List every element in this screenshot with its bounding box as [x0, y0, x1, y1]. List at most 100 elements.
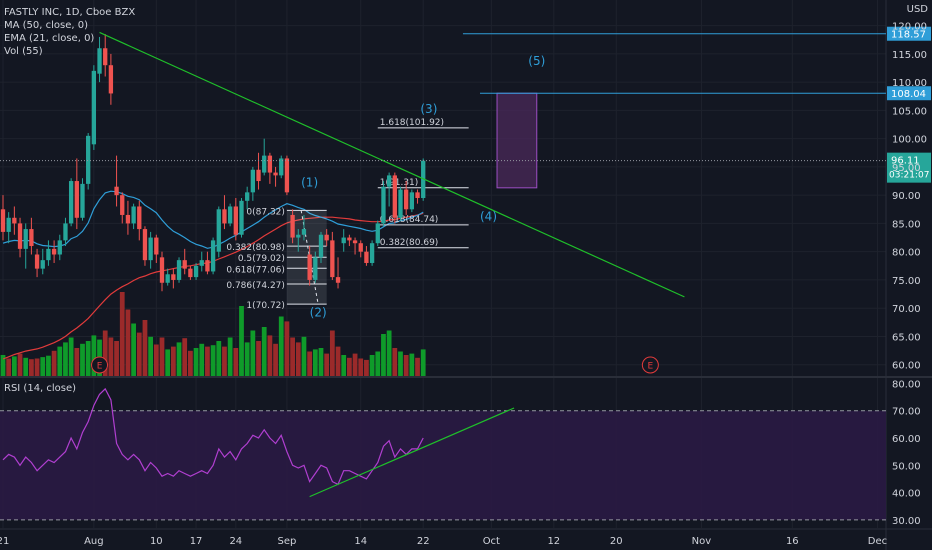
price-axis-tick: 65.00 — [892, 332, 921, 343]
ema21-legend[interactable]: EMA (21, close, 0) — [4, 33, 95, 44]
volume-bar — [170, 346, 176, 376]
time-axis-tick: 16 — [786, 536, 799, 547]
volume-bar — [364, 359, 369, 376]
candle-body — [188, 268, 193, 278]
symbol-title[interactable]: FASTLY INC, 1D, Cboe BZX — [4, 7, 136, 18]
fib-retracement-levels: 0(87.32) 0.382(80.98)0.5(79.02)0.618(77.0… — [226, 207, 327, 311]
candle-body — [290, 214, 295, 238]
candle-body — [165, 274, 170, 283]
price-axis-tick: 95.00 — [892, 163, 921, 174]
volume-bar — [46, 355, 51, 376]
price-axis-tick: 120.00 — [892, 22, 927, 33]
candle-body — [182, 260, 187, 269]
price-axis-tick: 75.00 — [892, 276, 921, 287]
fib-level-label: 0.786(74.27) — [226, 281, 285, 291]
volume-bar — [381, 334, 386, 376]
volume-bar — [312, 349, 318, 376]
candle-body — [284, 158, 290, 193]
price-axis-tick: 105.00 — [892, 106, 927, 117]
candle-body — [51, 248, 57, 255]
volume-bar — [369, 355, 375, 376]
elliott-wave-label: (3) — [420, 102, 437, 116]
volume-bar — [85, 341, 91, 376]
volume-bar — [148, 336, 154, 376]
candle-body — [341, 237, 346, 244]
price-axis-tick: 115.00 — [892, 50, 927, 61]
volume-bar — [119, 292, 125, 376]
volume-bar — [256, 341, 261, 376]
candle-body — [222, 209, 227, 224]
candle-body — [256, 169, 261, 182]
rsi-axis-tick: 40.00 — [892, 489, 921, 500]
candle-body — [392, 175, 397, 218]
rsi-legend[interactable]: RSI (14, close) — [4, 383, 77, 394]
candle-body — [142, 229, 148, 261]
candle-body — [279, 158, 284, 176]
volume-bar — [131, 323, 136, 376]
volume-bar — [176, 342, 182, 376]
candle-body — [307, 254, 312, 280]
volume-bar — [324, 353, 330, 376]
candle-body — [68, 181, 74, 224]
volume-bar — [403, 355, 409, 376]
volume-bar — [74, 348, 80, 376]
fib-extension-label: 1.618(101.92) — [380, 118, 444, 128]
volume-bar — [108, 337, 114, 376]
volume-legend[interactable]: Vol (55) — [4, 46, 43, 57]
volume-bar — [34, 358, 40, 376]
candle-body — [239, 200, 244, 235]
time-axis-tick: 10 — [150, 536, 163, 547]
fib-level-label: 0.5(79.02) — [238, 254, 285, 264]
earnings-marker — [641, 356, 659, 374]
currency-label: USD — [906, 4, 928, 15]
time-axis-tick: 17 — [190, 536, 203, 547]
last-price-label: 96.11 — [891, 156, 920, 167]
candle-body — [227, 206, 233, 224]
candle-body — [364, 251, 369, 263]
candle-body — [216, 209, 221, 252]
candle-body — [120, 195, 125, 215]
candle-body — [176, 260, 182, 280]
candle-body — [29, 229, 34, 247]
candle-body — [23, 229, 28, 249]
candle-body — [125, 214, 131, 224]
price-axis-tick: 60.00 — [892, 361, 921, 372]
time-axis-tick: 22 — [417, 536, 430, 547]
time-axis-tick: Aug — [84, 536, 104, 547]
volume-bar — [250, 330, 256, 376]
time-axis-tick: 14 — [354, 536, 367, 547]
candle-body — [159, 257, 165, 283]
candle-body — [375, 223, 380, 244]
fib-level-label: 1(70.72) — [246, 301, 285, 311]
candle-body — [80, 183, 85, 218]
candle-body — [57, 240, 62, 255]
price-axis-tick: 70.00 — [892, 304, 921, 315]
candle-body — [262, 155, 267, 173]
candle-body — [137, 206, 142, 230]
time-axis-tick: Oct — [483, 536, 500, 547]
candle-body — [267, 155, 273, 173]
candle-body — [409, 192, 415, 210]
ma50-legend[interactable]: MA (50, close, 0) — [4, 20, 89, 31]
fib-extension-label: 0.618(84.74) — [380, 215, 439, 225]
volume-bar — [125, 309, 131, 376]
volume-bar — [227, 337, 233, 376]
candle-body — [324, 234, 329, 241]
candle-body — [0, 209, 6, 232]
price-line-axis-label: 118.57 — [891, 30, 926, 41]
volume-bar — [57, 346, 63, 376]
candle-body — [347, 237, 352, 241]
volume-bar — [11, 356, 17, 376]
volume-bar — [193, 348, 199, 376]
volume-bar — [222, 346, 227, 376]
candle-body — [103, 48, 108, 66]
earnings-marker — [91, 356, 109, 374]
candle-body — [301, 229, 307, 235]
fib-level-label: 0.382(80.98) — [226, 243, 285, 253]
candle-body — [352, 240, 358, 244]
volume-bar — [290, 337, 295, 376]
volume-bar — [182, 338, 188, 376]
volume-bar — [341, 355, 347, 376]
candle-body — [171, 274, 176, 280]
